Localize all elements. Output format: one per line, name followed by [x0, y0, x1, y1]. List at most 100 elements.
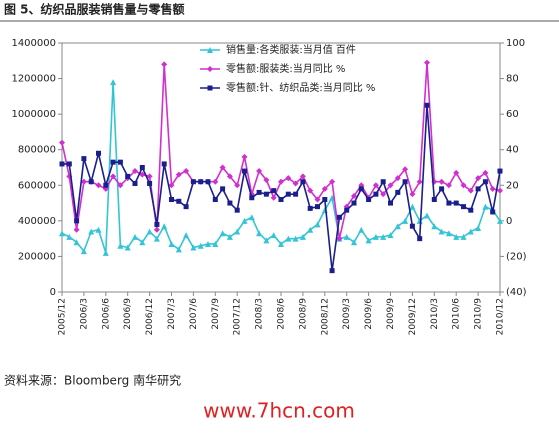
point: [343, 233, 350, 240]
point: [438, 228, 445, 235]
x-tick-label: 2010/6: [452, 298, 462, 330]
point: [438, 178, 445, 185]
point: [176, 198, 182, 204]
point: [132, 168, 138, 175]
point: [256, 168, 263, 175]
point: [234, 182, 241, 189]
point: [299, 173, 306, 180]
legend-label: 零售额:针、纺织品类:当月同比 %: [226, 81, 375, 94]
point: [285, 175, 292, 182]
point: [80, 248, 87, 255]
x-tick-label: 2007/3: [167, 298, 177, 330]
x-tick-label: 2010/3: [430, 298, 440, 330]
point: [380, 179, 386, 185]
point: [234, 228, 241, 235]
y-tick-label: 1400000: [11, 38, 56, 49]
x-tick-label: 2006/12: [145, 298, 155, 335]
point: [175, 246, 182, 253]
point: [153, 235, 160, 242]
point: [205, 179, 211, 185]
point: [212, 197, 218, 203]
point: [59, 230, 65, 237]
point: [292, 235, 299, 242]
x-tick-label: 2008/3: [255, 298, 265, 330]
point: [445, 182, 452, 189]
point: [102, 249, 109, 256]
point: [402, 217, 409, 224]
point: [175, 171, 182, 178]
point: [190, 244, 197, 251]
x-tick-label: 2008/9: [298, 298, 308, 330]
y2-tick-label: 40: [506, 145, 519, 156]
point: [366, 197, 372, 203]
watermark: www.7hcn.com: [203, 399, 355, 423]
y2-tick-label: 0: [506, 216, 512, 227]
point: [95, 226, 102, 233]
point: [460, 182, 467, 189]
point: [117, 182, 124, 189]
point: [226, 233, 233, 240]
point: [66, 161, 72, 167]
point: [146, 228, 153, 235]
point: [402, 179, 408, 185]
y-tick-label: 600000: [18, 180, 56, 191]
y-tick-label: 200000: [18, 251, 56, 262]
point: [416, 178, 423, 185]
point: [227, 200, 233, 206]
point: [248, 214, 255, 221]
point: [365, 237, 372, 244]
point: [220, 186, 226, 192]
point: [372, 233, 379, 240]
point: [351, 200, 357, 206]
point: [292, 180, 299, 187]
point: [439, 186, 445, 192]
point: [409, 203, 416, 210]
y2-tick-label: (40): [506, 287, 527, 298]
x-tick-label: 2009/12: [408, 298, 418, 335]
point: [321, 185, 328, 192]
point: [219, 164, 226, 171]
point: [95, 182, 102, 189]
point: [117, 159, 123, 165]
point: [241, 217, 248, 224]
y-tick-label: 1200000: [11, 74, 56, 85]
point: [424, 59, 430, 66]
point: [475, 186, 481, 192]
point: [183, 204, 189, 210]
x-tick-label: 2006/9: [123, 298, 133, 330]
point: [409, 191, 416, 198]
point: [497, 187, 503, 194]
point: [373, 191, 379, 197]
point: [242, 168, 247, 174]
point: [197, 242, 204, 249]
point: [431, 223, 438, 230]
point: [446, 200, 452, 206]
point: [497, 217, 503, 224]
legend-label: 零售额:服装类:当月同比 %: [226, 62, 345, 75]
point: [212, 240, 219, 247]
x-tick-label: 2008/6: [277, 298, 287, 330]
point: [453, 169, 460, 176]
point: [183, 232, 190, 239]
point: [249, 195, 255, 201]
x-tick-label: 2007/9: [211, 298, 221, 330]
point: [285, 235, 292, 242]
point: [74, 218, 80, 224]
point: [198, 179, 204, 185]
point: [168, 182, 175, 189]
point: [475, 175, 482, 182]
point: [329, 268, 335, 274]
y-tick-label: 1000000: [11, 109, 56, 120]
point: [80, 178, 87, 185]
x-tick-label: 2006/6: [101, 298, 111, 330]
point: [497, 168, 503, 174]
legend-label: 销售量:各类服装:当月值 百件: [226, 43, 356, 56]
point: [475, 224, 482, 231]
point: [293, 191, 299, 197]
plot-frame: [61, 42, 501, 293]
point: [482, 179, 488, 185]
point: [387, 232, 394, 239]
point: [234, 207, 240, 213]
point: [270, 194, 277, 201]
